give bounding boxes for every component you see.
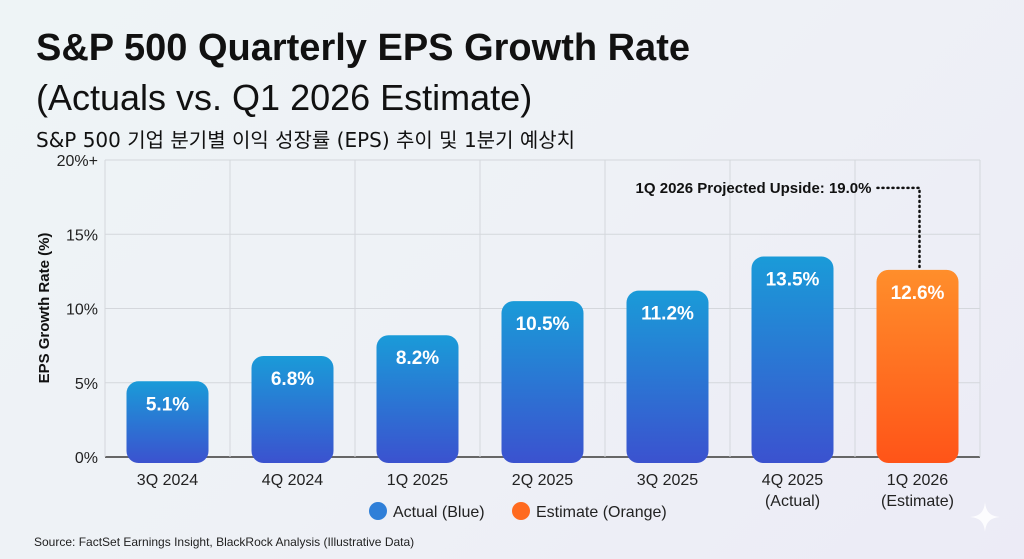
legend-label: Estimate (Orange) [536,504,667,521]
x-tick-label: (Actual) [765,493,820,510]
y-tick-label: 15% [66,227,98,244]
chart-subtitle: S&P 500 기업 분기별 이익 성장률 (EPS) 추이 및 1분기 예상치 [36,128,576,152]
bar-actual [376,335,459,463]
y-tick-label: 0% [75,450,98,467]
sparkle-icon [970,502,1000,532]
x-tick-label: 2Q 2025 [512,472,573,489]
bar-estimate [876,269,959,463]
chart-title-line2: (Actuals vs. Q1 2026 Estimate) [36,77,533,118]
legend-swatch [512,502,530,520]
legend-swatch [369,502,387,520]
x-tick-label: 4Q 2025 [762,472,823,489]
chart-title: S&P 500 Quarterly EPS Growth Rate [36,27,690,69]
source-note: Source: FactSet Earnings Insight, BlackR… [34,535,415,549]
bar-value-label: 11.2% [641,304,694,325]
bar-value-label: 6.8% [271,369,314,390]
x-tick-label: 1Q 2026 [887,472,948,489]
annotation-leader-line [876,186,921,272]
bar-actual [251,356,334,463]
bar-actual [626,290,709,463]
x-tick-label: 1Q 2025 [387,472,448,489]
x-tick-label: (Estimate) [881,493,954,510]
bar-value-label: 13.5% [766,270,820,291]
y-tick-label: 5% [75,376,98,393]
annotation-text: 1Q 2026 Projected Upside: 19.0% [636,180,872,197]
bar-actual [501,301,584,463]
bar-value-label: 5.1% [146,394,189,415]
x-tick-label: 4Q 2024 [262,472,323,489]
x-tick-label: 3Q 2025 [637,472,698,489]
bar-value-label: 12.6% [891,283,945,304]
bar-value-label: 10.5% [516,314,570,335]
bar-value-label: 8.2% [396,348,439,369]
x-tick-label: 3Q 2024 [137,472,198,489]
bar-actual [751,256,834,463]
y-tick-label: 10% [66,302,98,319]
bar-actual [126,381,209,463]
legend-label: Actual (Blue) [393,504,485,521]
y-tick-label: 20%+ [57,153,98,170]
y-axis-label: EPS Growth Rate (%) [36,233,53,384]
